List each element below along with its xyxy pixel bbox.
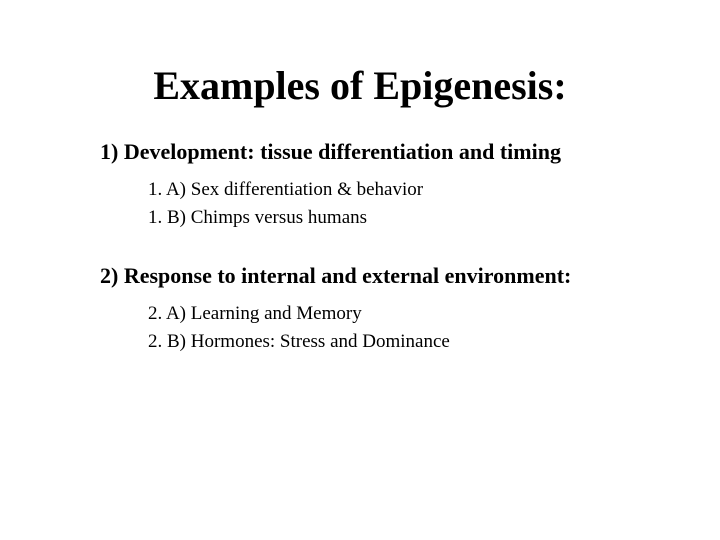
section-2-heading: 2) Response to internal and external env… bbox=[100, 263, 660, 289]
section-1-item-b: 1. B) Chimps versus humans bbox=[148, 207, 660, 229]
section-1-item-a: 1. A) Sex differentiation & behavior bbox=[148, 179, 660, 201]
section-2-item-a: 2. A) Learning and Memory bbox=[148, 303, 660, 325]
section-spacer bbox=[100, 235, 660, 263]
slide-title: Examples of Epigenesis: bbox=[60, 62, 660, 109]
section-1-heading: 1) Development: tissue differentiation a… bbox=[100, 139, 660, 165]
section-2-item-b: 2. B) Hormones: Stress and Dominance bbox=[148, 331, 660, 353]
